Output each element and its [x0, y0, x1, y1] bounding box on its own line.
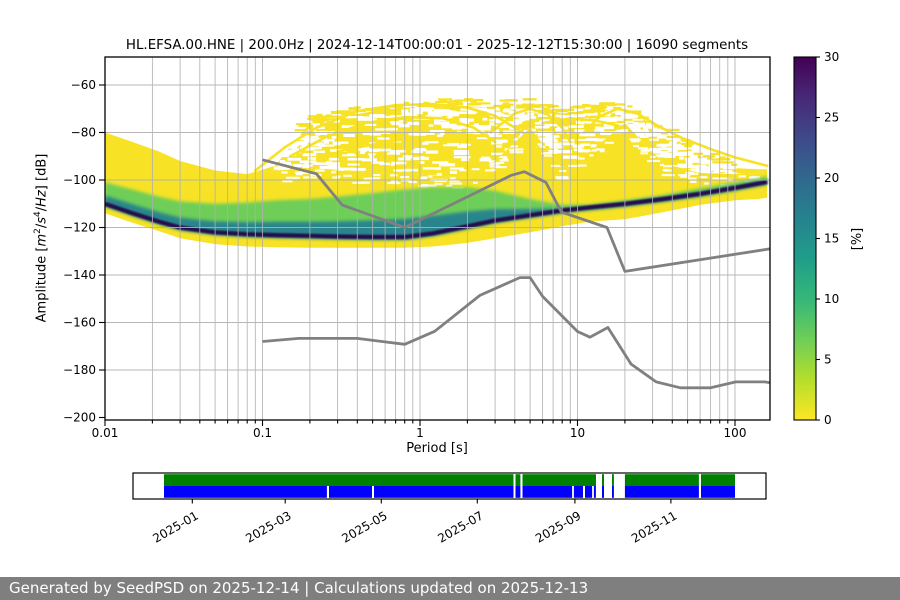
- noise-models: [262, 158, 770, 390]
- timeline-tick-label: 2025-05: [339, 508, 389, 545]
- y-tick-label: −180: [63, 363, 96, 377]
- timeline-tick-label: 2025-09: [533, 508, 583, 545]
- ppsd-mode-ridge: [105, 179, 768, 240]
- ppsd-streak: [582, 107, 769, 168]
- x-axis-label: Period [s]: [406, 441, 468, 456]
- colorbar-tick-label: 30: [824, 50, 839, 64]
- colorbar: 0 5 10 15 20 25 30: [793, 50, 839, 427]
- timeline-data-segment: [701, 486, 735, 498]
- x-tick-label: 1: [416, 426, 424, 440]
- timeline-tick-label: 2025-03: [243, 508, 293, 545]
- timeline-data-segment: [573, 486, 583, 498]
- timeline-data-segment: [624, 486, 699, 498]
- y-tick-label: −100: [63, 173, 96, 187]
- y-tick-label: −120: [63, 221, 96, 235]
- ppsd-histogram: [105, 98, 769, 248]
- y-tick-label: −80: [71, 126, 96, 140]
- timeline-tick-label: 2025-07: [435, 508, 485, 545]
- plot-frame: [104, 56, 771, 421]
- colorbar-label: [%]: [850, 228, 865, 251]
- y-tick-label: −200: [63, 411, 96, 425]
- timeline-data-segment: [374, 486, 514, 498]
- grid-lines: [104, 57, 770, 420]
- timeline-data-segment: [164, 486, 327, 498]
- timeline-coverage-segment: [624, 474, 699, 486]
- timeline-data-segment: [585, 486, 593, 498]
- x-tick-label: 0.1: [253, 426, 272, 440]
- nhnm-line: [262, 158, 770, 273]
- timeline-coverage-segment: [522, 474, 596, 486]
- timeline-coverage-segment: [612, 474, 614, 486]
- colorbar-tick-label: 5: [824, 353, 832, 367]
- axes: 0.01 0.1 1 10 100 −60 −80 −100 −120 −140 −160 −180 −…: [63, 56, 771, 440]
- y-tick-label: −60: [71, 78, 96, 92]
- x-tick-label: 100: [724, 426, 747, 440]
- timeline-data-segment: [593, 486, 596, 498]
- availability-timeline: 2025-01 2025-03 2025-05 2025-07 2025-09 2025-…: [132, 472, 767, 546]
- nlnm-line: [262, 276, 770, 390]
- colorbar-tick-label: 0: [824, 413, 832, 427]
- footer-bar: Generated by SeedPSD on 2025-12-14 | Cal…: [0, 577, 900, 600]
- timeline-coverage-segment: [164, 474, 514, 486]
- y-axis-label: Amplitude [m2/s4/Hz] [dB]: [33, 153, 50, 323]
- timeline-data-segment: [515, 486, 521, 498]
- colorbar-tick-label: 25: [824, 111, 839, 125]
- colorbar-tick-label: 10: [824, 292, 839, 306]
- timeline-tick-label: 2025-01: [150, 508, 200, 545]
- timeline-tick-label: 2025-11: [629, 508, 679, 545]
- timeline-coverage-segment: [515, 474, 521, 486]
- x-tick-label: 0.01: [92, 426, 119, 440]
- y-tick-label: −140: [63, 268, 96, 282]
- timeline-coverage-segment: [602, 474, 604, 486]
- colorbar-tick-label: 15: [824, 232, 839, 246]
- timeline-data-segment: [602, 486, 604, 498]
- y-tick-label: −160: [63, 316, 96, 330]
- colorbar-gradient: [793, 56, 817, 421]
- ppsd-teal-band: [105, 179, 768, 240]
- timeline-coverage-segment: [701, 474, 735, 486]
- x-tick-label: 10: [570, 426, 585, 440]
- ppsd-streak: [254, 102, 544, 172]
- plot-title: HL.EFSA.00.HNE | 200.0Hz | 2024-12-14T00…: [125, 38, 749, 53]
- timeline-data-segment: [329, 486, 372, 498]
- ppsd-streak: [541, 117, 620, 127]
- timeline-data-segment: [612, 486, 614, 498]
- colorbar-tick-label: 20: [824, 171, 839, 185]
- timeline-data-segment: [522, 486, 573, 498]
